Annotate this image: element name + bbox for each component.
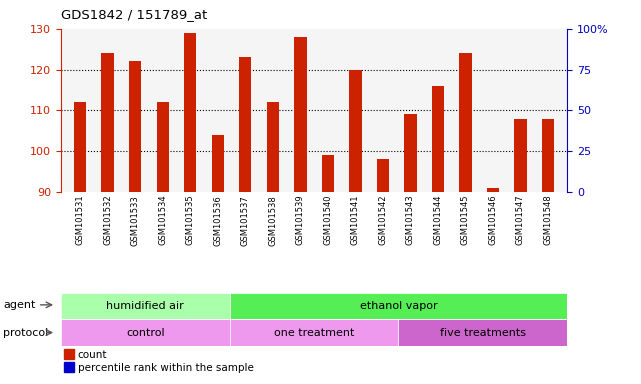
Bar [101, 53, 114, 192]
Point [350, 9, 360, 15]
Bar [229, 293, 567, 319]
Text: humidified air: humidified air [106, 301, 184, 311]
Point [460, 9, 470, 15]
Bar [229, 319, 399, 346]
Legend: count, percentile rank within the sample: count, percentile rank within the sample [61, 346, 258, 377]
Point [378, 19, 388, 25]
Point [158, 14, 168, 20]
Text: GDS1842 / 151789_at: GDS1842 / 151789_at [61, 8, 207, 21]
Point [515, 13, 526, 19]
Point [433, 13, 443, 19]
Point [240, 11, 251, 17]
Point [543, 16, 553, 22]
Text: ethanol vapor: ethanol vapor [360, 301, 437, 311]
Bar [267, 102, 279, 192]
Bar [61, 319, 229, 346]
Bar [294, 37, 306, 192]
Bar [349, 70, 362, 192]
Bar [184, 33, 196, 192]
Text: control: control [126, 328, 165, 338]
Bar [399, 319, 567, 346]
Point [268, 14, 278, 20]
Bar [487, 188, 499, 192]
Bar [377, 159, 389, 192]
Point [185, 9, 196, 15]
Point [213, 18, 223, 24]
Point [488, 21, 498, 27]
Bar [542, 119, 554, 192]
Bar [404, 114, 417, 192]
Bar [322, 155, 334, 192]
Point [75, 14, 85, 20]
Bar [61, 293, 229, 319]
Bar [212, 135, 224, 192]
Bar [459, 53, 472, 192]
Bar [432, 86, 444, 192]
Text: protocol: protocol [3, 328, 48, 338]
Bar [129, 61, 142, 192]
Point [405, 14, 415, 20]
Point [322, 19, 333, 25]
Point [103, 9, 113, 15]
Bar [239, 57, 251, 192]
Bar [514, 119, 527, 192]
Point [130, 13, 140, 19]
Bar [156, 102, 169, 192]
Text: one treatment: one treatment [274, 328, 354, 338]
Point [296, 9, 306, 15]
Bar [74, 102, 87, 192]
Text: five treatments: five treatments [440, 328, 526, 338]
Text: agent: agent [3, 300, 35, 310]
